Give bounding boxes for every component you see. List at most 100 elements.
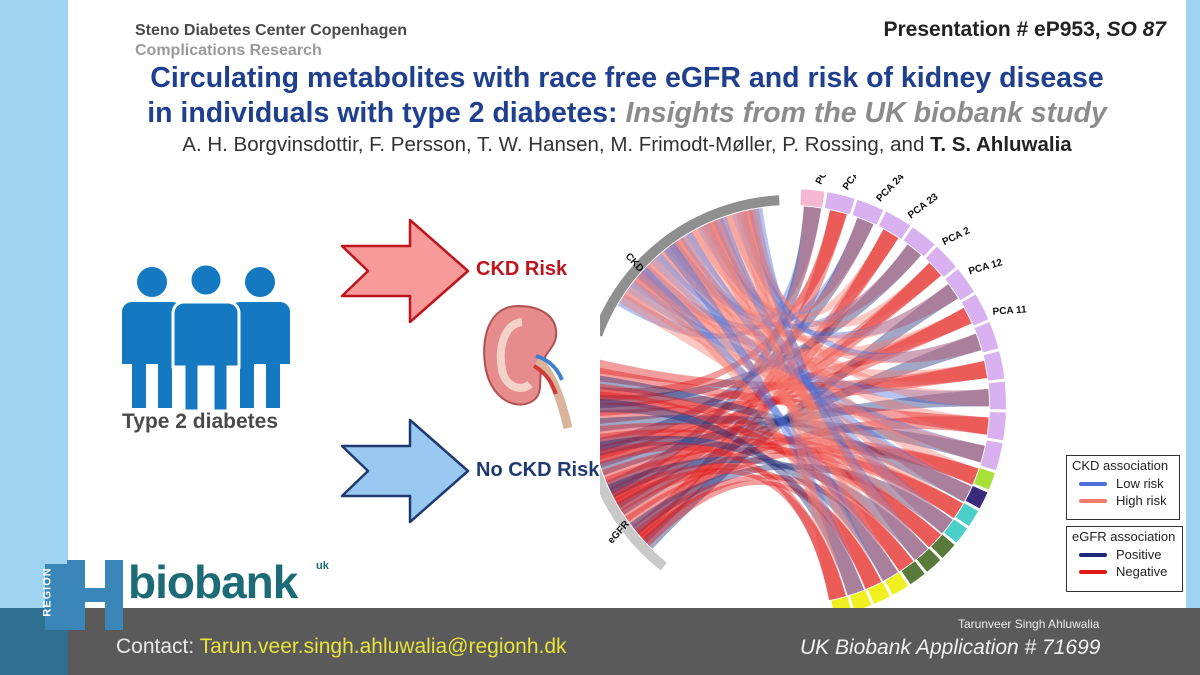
metabolite-sector: [955, 503, 979, 527]
ckd-risk-label: CKD Risk: [476, 258, 568, 280]
pca-label: PCA 23: [906, 191, 941, 221]
chord-link: [600, 389, 989, 476]
title-line-2: in individuals with type 2 diabetes: Ins…: [147, 97, 1107, 129]
chord-link: [735, 210, 847, 601]
ckd-association-legend: CKD association Low risk High risk: [1066, 455, 1180, 520]
chord-link: [614, 468, 847, 601]
pca-label: PCA 15: [814, 175, 840, 187]
chord-link: [607, 456, 928, 560]
ckd-sector: [600, 195, 780, 337]
chord-link: [732, 211, 982, 363]
chord-link: [600, 210, 847, 401]
chord-link: [632, 210, 847, 538]
chord-link: [600, 415, 985, 463]
chord-link: [641, 262, 941, 548]
chord-link: [600, 307, 972, 468]
presentation-number: Presentation # eP953, SO 87: [883, 18, 1167, 41]
chord-link: [674, 235, 953, 534]
metabolite-sector: [916, 548, 941, 572]
metabolite-sector: [987, 411, 1006, 441]
chord-link: [632, 272, 865, 596]
chord-link: [637, 229, 899, 544]
pca-label: PCA 11: [992, 304, 1027, 317]
chord-link: [745, 208, 874, 312]
chord-link: [620, 416, 989, 522]
chord-link: [709, 206, 822, 311]
chord-link: [600, 435, 898, 581]
people-icon: [122, 262, 290, 412]
chord-link: [646, 257, 972, 502]
metabolite-sector: [903, 227, 935, 257]
metabolite-sector: [925, 246, 956, 277]
pca-label: PCA 12: [967, 257, 1004, 277]
org-unit: Complications Research: [135, 42, 322, 59]
pca-label: PCA 2: [941, 225, 972, 248]
chord-link: [619, 290, 963, 519]
ckd-risk-arrow: [340, 218, 470, 324]
right-accent-bar: [1186, 0, 1200, 608]
chord-link: [622, 285, 985, 463]
metabolite-sector: [944, 519, 968, 543]
pca-label: PCA 5: [841, 175, 867, 192]
metabolite-sector: [931, 534, 955, 559]
chord-link: [634, 244, 922, 337]
chord-link: [637, 267, 898, 581]
egfr-association-legend: eGFR association Positive Negative: [1066, 526, 1183, 592]
chord-link: [742, 208, 898, 581]
chord-link: [642, 284, 959, 549]
title-line-1: Circulating metabolites with race free e…: [150, 62, 1104, 94]
chord-link: [600, 360, 988, 424]
contact-email[interactable]: Tarun.veer.singh.ahluwalia@regionh.dk: [199, 635, 567, 658]
chord-link: [650, 253, 985, 463]
metabolite-sector: [824, 192, 855, 215]
metabolite-sector: [983, 351, 1005, 381]
no-ckd-risk-arrow: [340, 418, 470, 524]
chord-link: [725, 212, 989, 407]
type2-diabetes-label: Type 2 diabetes: [122, 410, 279, 433]
chord-link: [706, 218, 928, 560]
chord-link: [663, 242, 865, 596]
metabolite-sector: [800, 189, 825, 208]
chord-link: [666, 240, 922, 329]
left-accent-bar: [0, 0, 68, 608]
no-ckd-risk-label: No CKD Risk: [476, 459, 600, 481]
chord-link: [634, 474, 914, 572]
metabolite-sector: [961, 294, 989, 326]
legend-item-negative: Negative: [1067, 563, 1182, 580]
chord-link: [600, 399, 865, 596]
region-h-mark-icon: [67, 560, 123, 630]
chord-link: [680, 231, 972, 502]
chord-link: [625, 445, 979, 528]
contact-line: Contact: Tarun.veer.singh.ahluwalia@regi…: [116, 635, 567, 658]
chord-link: [748, 207, 928, 560]
chord-link: [629, 463, 953, 535]
metabolite-sector: [852, 199, 884, 225]
chord-link: [612, 262, 942, 509]
metabolite-sector: [980, 440, 1003, 471]
metabolite-sector: [945, 269, 974, 301]
chord-link: [640, 480, 882, 590]
chord-link: [703, 220, 899, 319]
chord-link: [609, 229, 899, 502]
metabolite-sector: [965, 486, 988, 509]
chord-link: [600, 422, 963, 519]
metabolite-sector: [849, 590, 872, 612]
metabolite-sector: [901, 561, 925, 585]
chord-link: [600, 429, 941, 548]
biobank-logo: biobank: [128, 556, 298, 608]
egfr-sector: [600, 467, 667, 571]
legend-item-positive: Positive: [1067, 546, 1182, 563]
metabolite-sector: [974, 321, 999, 353]
chord-link: [691, 225, 982, 364]
legend-title: CKD association: [1072, 458, 1169, 473]
authors: A. H. Borgvinsdottir, F. Persson, T. W. …: [182, 133, 1072, 156]
biobank-uk-mark: uk: [316, 560, 329, 572]
org-name: Steno Diabetes Center Copenhagen: [135, 22, 408, 39]
chord-link: [626, 280, 989, 407]
metabolite-sector: [867, 582, 891, 604]
chord-link: [616, 333, 982, 515]
chord-link: [639, 217, 874, 330]
kidney-icon: [483, 304, 573, 430]
chord-link: [738, 209, 942, 328]
